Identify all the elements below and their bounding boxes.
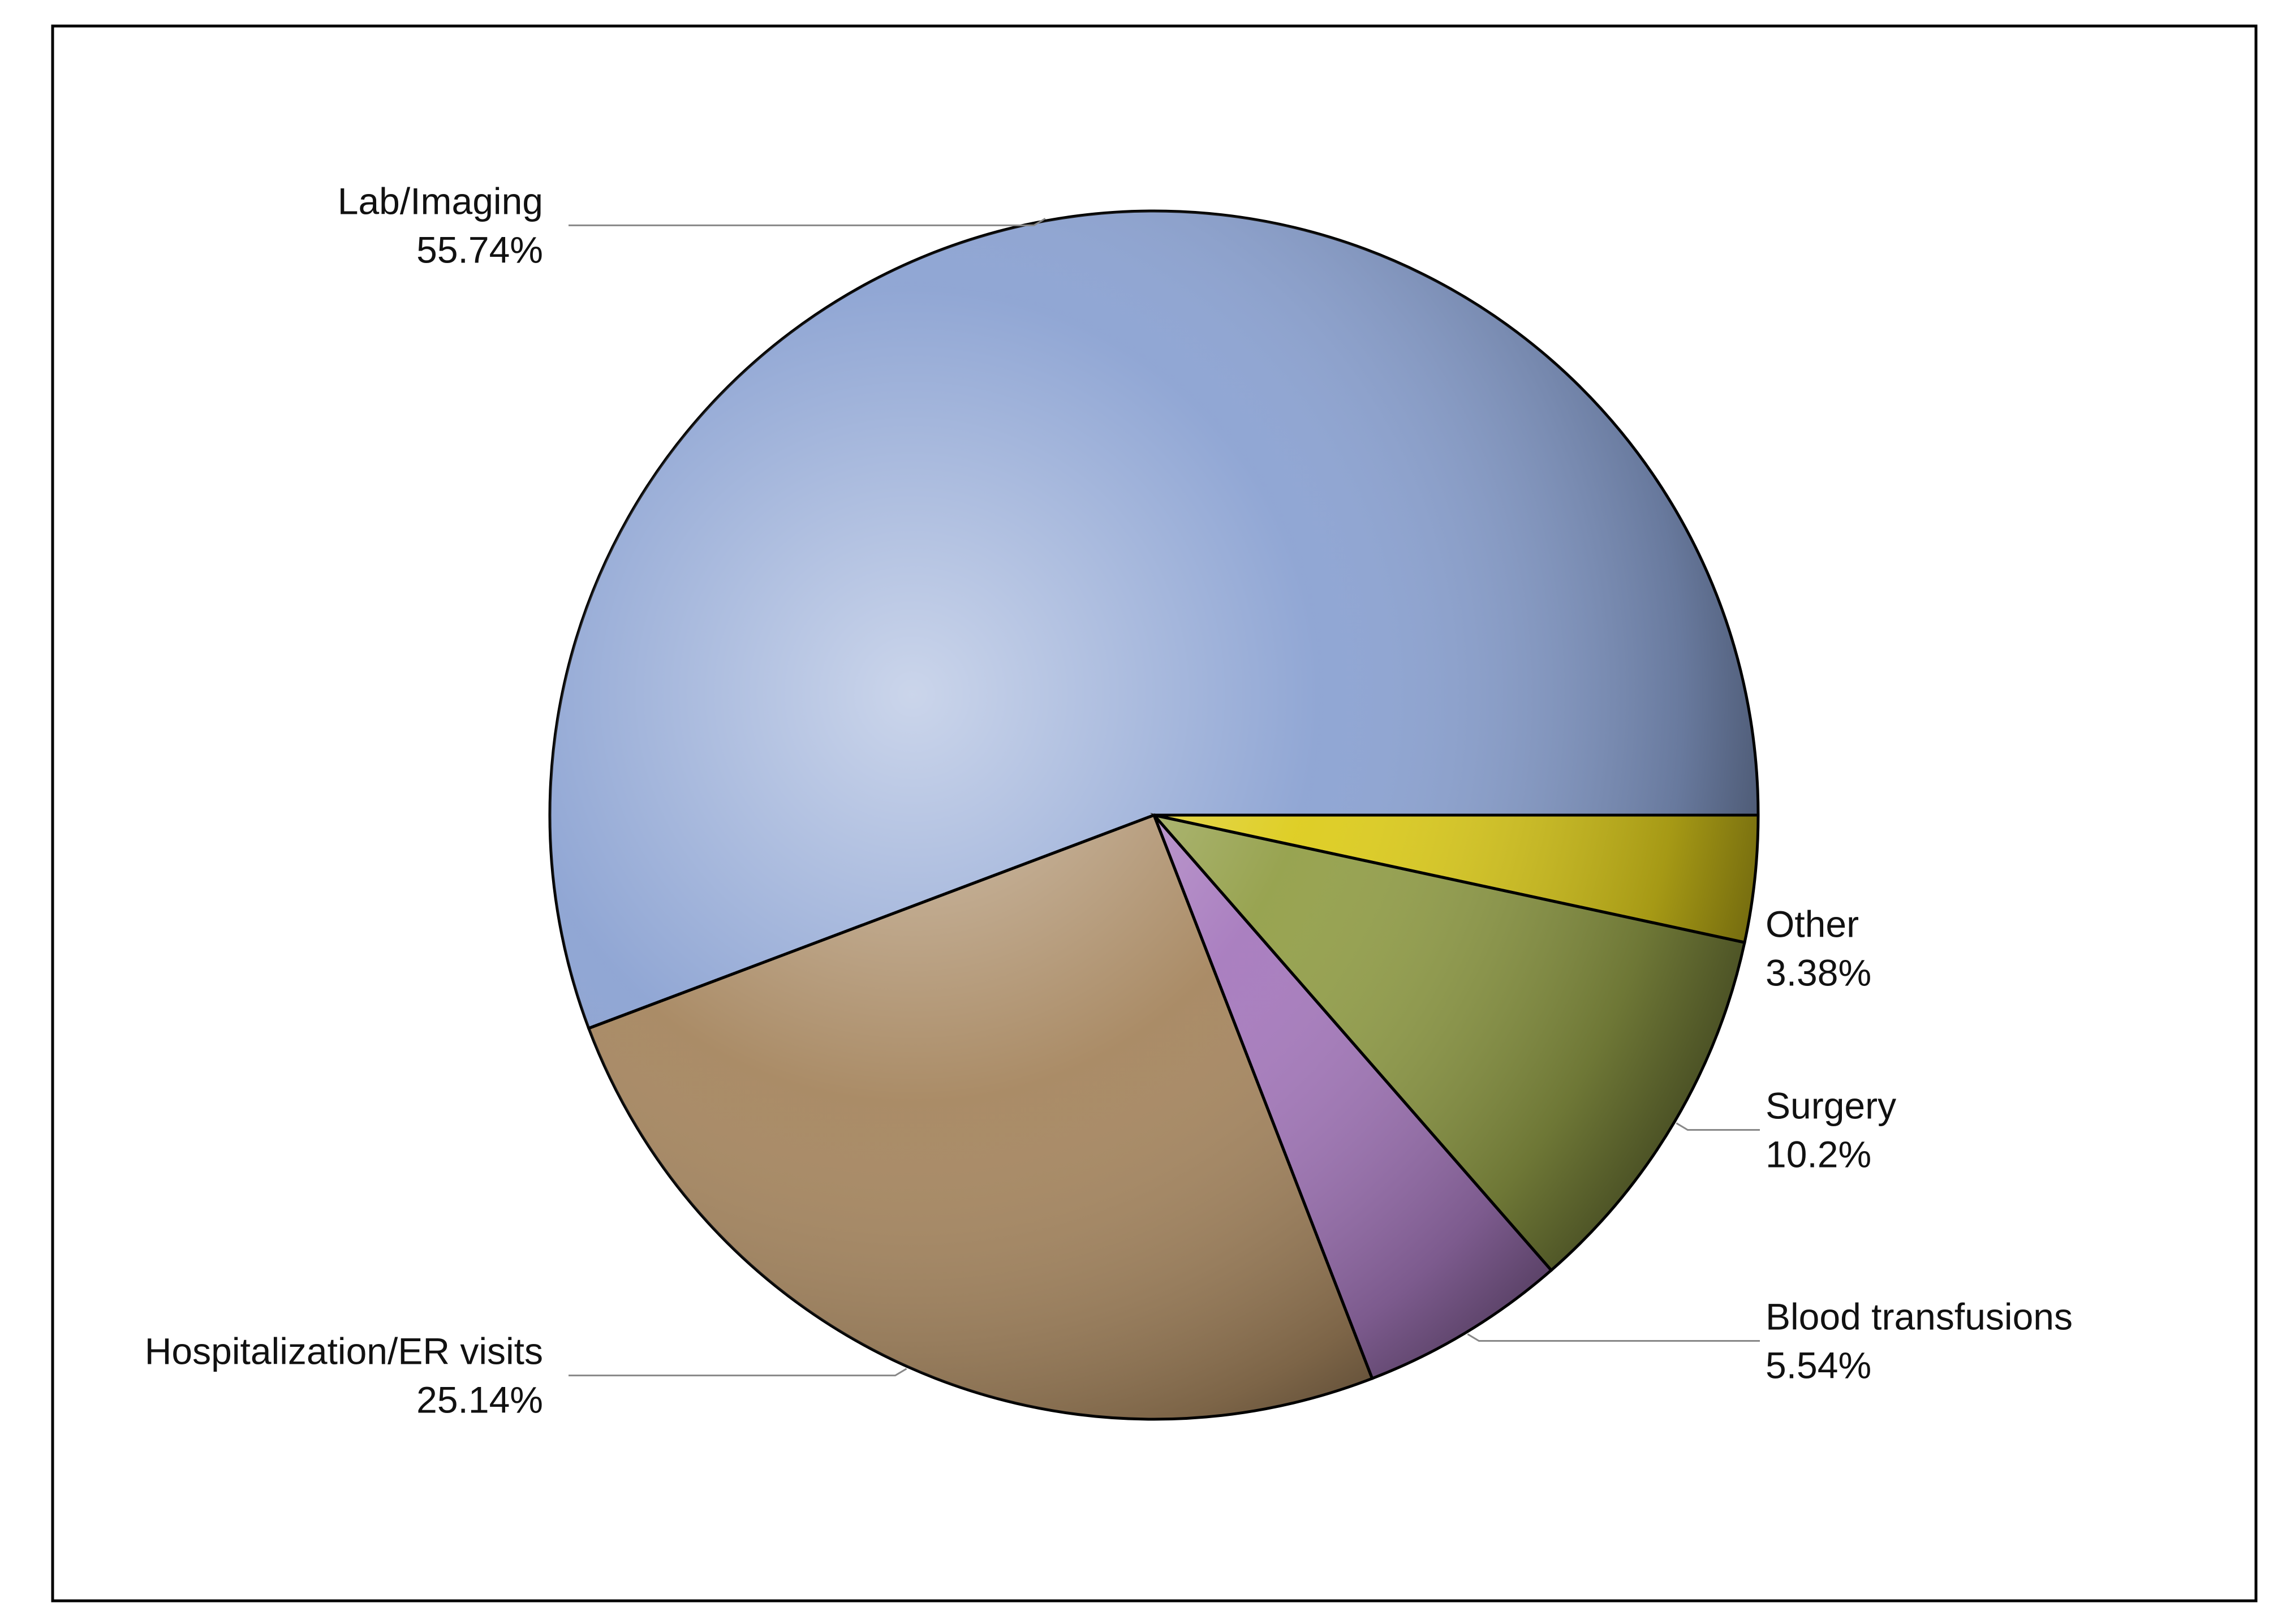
pie	[548, 209, 1760, 1421]
slice-label: Surgery	[1766, 1085, 1896, 1127]
frame	[51, 24, 2258, 1603]
leader-line	[1676, 1122, 1760, 1131]
leader-line	[1467, 1333, 1760, 1342]
slice-value-label: 5.54%	[1766, 1345, 1871, 1386]
slice-edge	[1153, 813, 1758, 944]
slice-value-label: 10.2%	[1766, 1134, 1871, 1175]
labels: Lab/Imaging 55.74% Hospitalization/ER visi…	[145, 180, 2073, 1420]
slice-label: Other	[1766, 903, 1859, 945]
leader-line	[569, 218, 1046, 226]
slice-value-label: 55.74%	[416, 229, 543, 270]
slice-value-label: 3.38%	[1766, 952, 1871, 994]
slice-label: Lab/Imaging	[338, 180, 543, 222]
leader-line	[569, 1368, 907, 1377]
slice-label: Blood transfusions	[1766, 1296, 2073, 1338]
slice-value-label: 25.14%	[416, 1379, 543, 1421]
slice-label: Hospitalization/ER visits	[145, 1330, 543, 1372]
